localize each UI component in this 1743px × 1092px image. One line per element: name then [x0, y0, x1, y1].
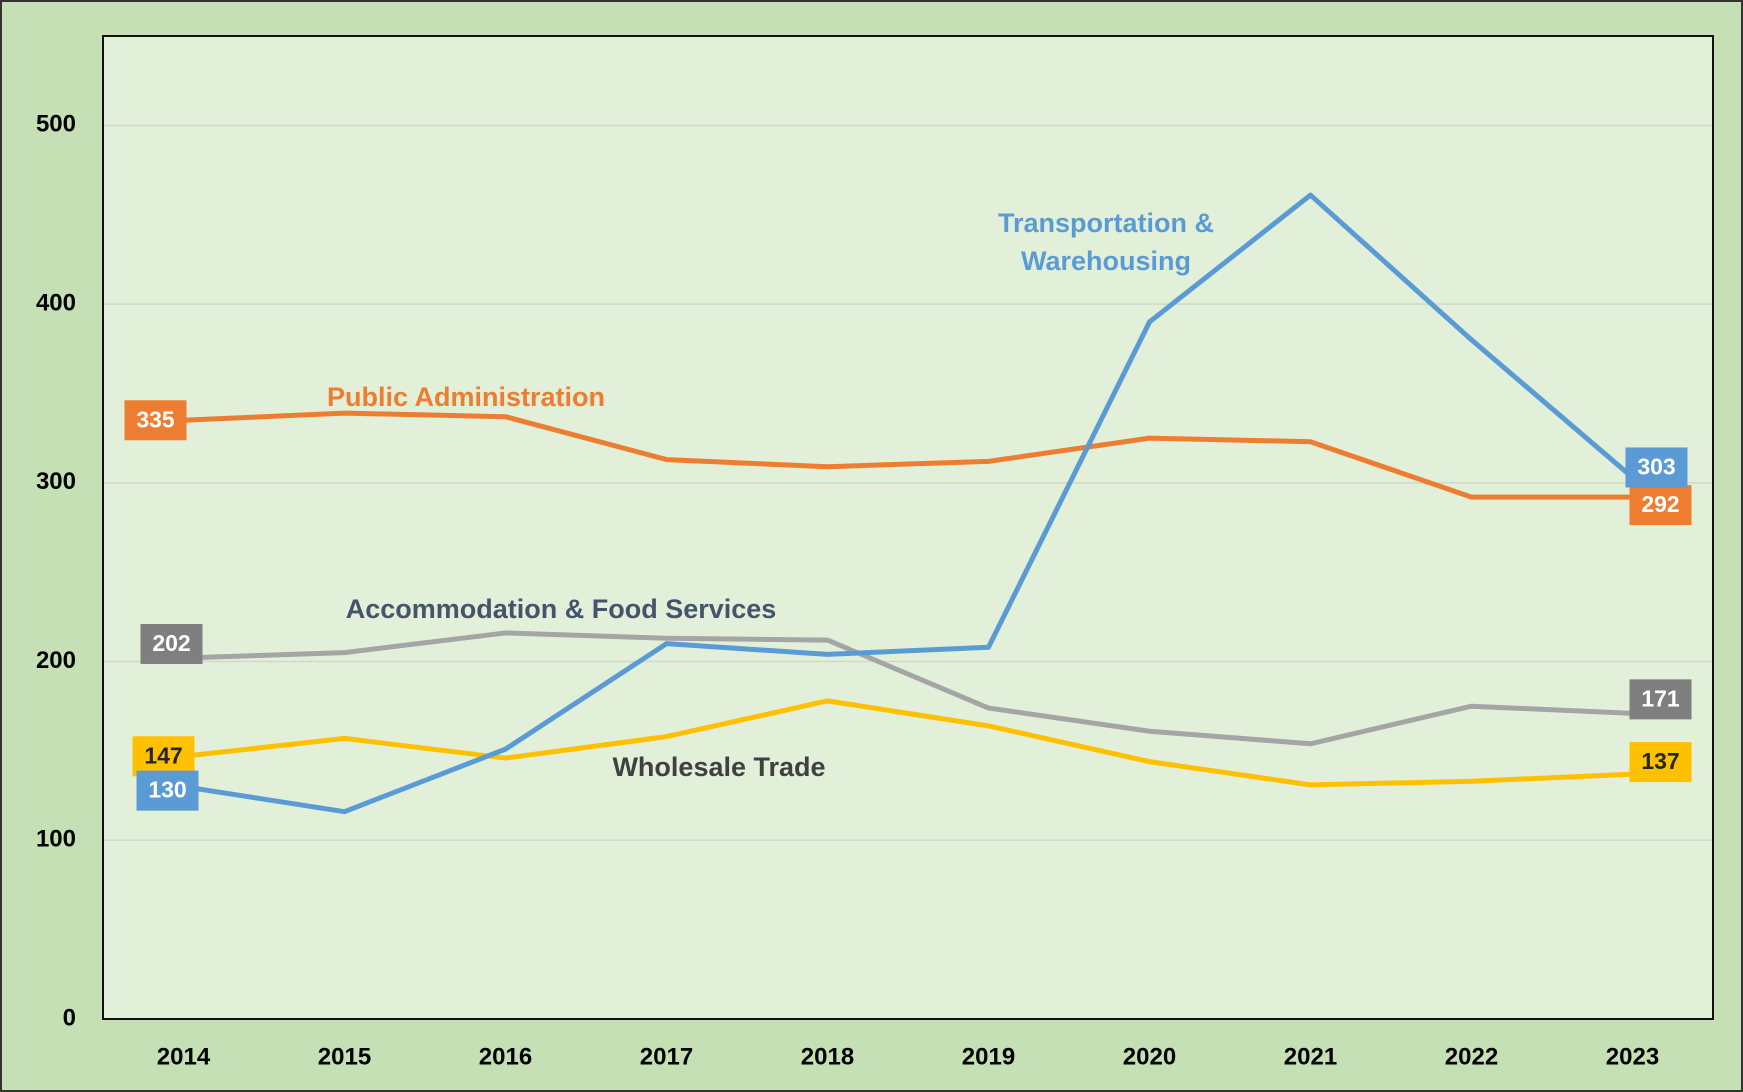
y-tick-label: 200 — [36, 647, 76, 674]
series-line — [183, 698, 1633, 788]
data-label-box — [132, 736, 195, 777]
x-tick-label: 2019 — [962, 1043, 1015, 1070]
x-tick-label: 2021 — [1284, 1043, 1337, 1070]
data-label: 130 — [148, 777, 186, 803]
data-label-box — [136, 770, 199, 811]
data-label: 292 — [1641, 491, 1679, 517]
data-label-box — [140, 623, 203, 664]
data-label: 335 — [136, 406, 175, 432]
y-tick-label: 0 — [63, 1004, 76, 1031]
y-tick-label: 400 — [36, 289, 76, 316]
series-name-label: Public Administration — [326, 382, 605, 412]
x-tick-label: 2020 — [1123, 1043, 1176, 1070]
series-line — [183, 630, 1633, 747]
y-tick-label: 100 — [36, 826, 76, 853]
y-tick-label: 500 — [36, 111, 76, 138]
data-label-box — [1629, 679, 1692, 720]
data-label: 303 — [1637, 454, 1675, 480]
x-tick-label: 2014 — [157, 1043, 211, 1070]
series-name-label: Wholesale Trade — [612, 752, 826, 782]
data-label-box — [1625, 447, 1688, 488]
x-tick-label: 2023 — [1606, 1043, 1659, 1070]
series-name-label: Accommodation & Food Services — [345, 594, 777, 624]
data-label: 137 — [1641, 748, 1679, 774]
data-label-box — [1629, 742, 1692, 783]
series-name-label: Transportation & Warehousing — [997, 208, 1214, 276]
series-line — [183, 192, 1635, 815]
x-tick-label: 2022 — [1445, 1043, 1498, 1070]
x-tick-label: 2015 — [318, 1043, 371, 1070]
x-tick-label: 2018 — [801, 1043, 854, 1070]
data-label: 202 — [152, 630, 190, 656]
plot-area — [102, 35, 1714, 1020]
x-tick-label: 2016 — [479, 1043, 532, 1070]
data-label: 171 — [1641, 685, 1680, 711]
series-line — [183, 410, 1633, 500]
data-label-box — [1629, 485, 1692, 526]
data-label: 147 — [144, 742, 182, 768]
y-tick-label: 300 — [36, 468, 76, 495]
x-tick-label: 2017 — [640, 1043, 693, 1070]
data-label-box — [124, 400, 187, 441]
